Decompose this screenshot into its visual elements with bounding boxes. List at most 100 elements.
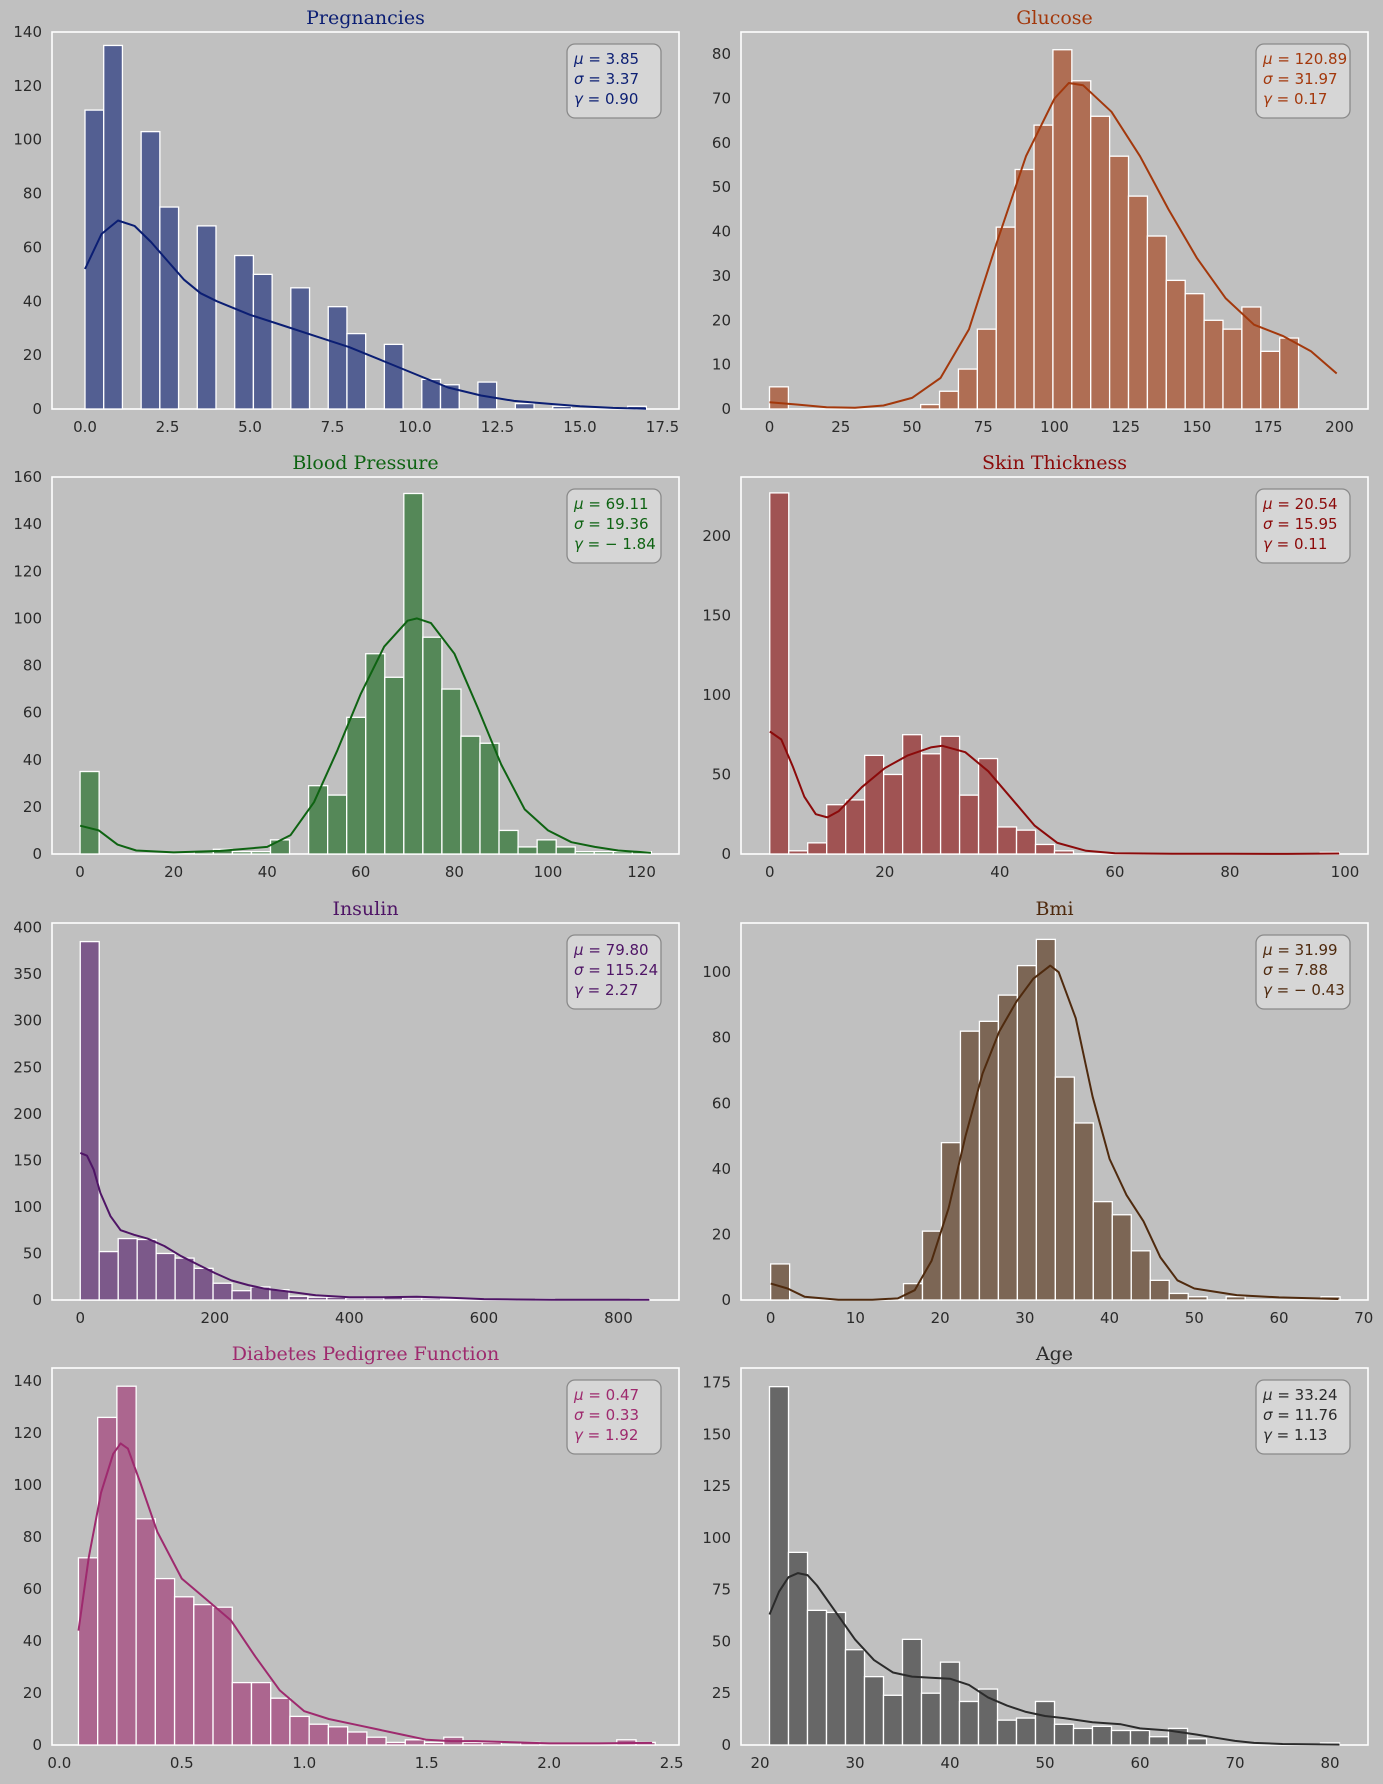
x-tick-label: 2.5 bbox=[660, 1754, 684, 1772]
histogram-bar bbox=[345, 1297, 366, 1301]
x-tick-label: 0.0 bbox=[47, 1754, 71, 1772]
x-tick-label: 600 bbox=[470, 1309, 499, 1327]
histogram-bar bbox=[769, 492, 790, 855]
histogram-bar bbox=[290, 287, 311, 410]
stat-gamma: γ = − 0.43 bbox=[1263, 981, 1345, 999]
x-tick-label: 60 bbox=[1130, 1754, 1149, 1772]
x-tick-label: 25 bbox=[831, 418, 850, 436]
y-tick-label: 0 bbox=[32, 845, 42, 863]
histogram-bar bbox=[517, 846, 538, 855]
histogram-bar bbox=[1184, 293, 1205, 410]
x-tick-label: 2.5 bbox=[156, 418, 180, 436]
stats-box bbox=[1255, 1379, 1351, 1455]
histogram-bar bbox=[1015, 1717, 1037, 1746]
histogram-bar bbox=[845, 799, 866, 855]
x-tick-label: 0 bbox=[75, 863, 85, 881]
kde-curve bbox=[769, 82, 1338, 409]
histogram-bar bbox=[978, 1020, 1000, 1301]
histogram-bar bbox=[997, 994, 1019, 1301]
chart-title: Insulin bbox=[332, 898, 398, 920]
x-tick-label: 60 bbox=[1105, 863, 1124, 881]
histogram-bar bbox=[514, 402, 535, 410]
y-tick-label: 80 bbox=[23, 185, 42, 203]
histogram-bar bbox=[366, 1736, 387, 1746]
histogram-bar bbox=[593, 850, 614, 855]
histogram-bar bbox=[1016, 964, 1038, 1301]
histogram-bar bbox=[788, 850, 809, 855]
histogram-bar bbox=[326, 794, 348, 855]
chart-title: Age bbox=[1035, 1343, 1073, 1365]
histogram-bar bbox=[1148, 1736, 1170, 1746]
histogram-bar bbox=[479, 742, 500, 855]
chart-panel-6: Bmi 0 10 20 30 40 50 60 70 0 20 40 60 80 100 μ = 31.99 σ… bbox=[702, 898, 1373, 1327]
histogram-bar bbox=[1033, 124, 1054, 410]
y-tick-label: 100 bbox=[702, 963, 731, 981]
x-tick-label: 50 bbox=[1035, 1754, 1054, 1772]
x-tick-label: 0.5 bbox=[170, 1754, 194, 1772]
x-tick-label: 0.0 bbox=[73, 418, 97, 436]
y-tick-label: 20 bbox=[712, 311, 731, 329]
y-tick-label: 0 bbox=[32, 1291, 42, 1309]
histogram-bar bbox=[404, 1739, 426, 1746]
histogram-bar bbox=[269, 839, 291, 855]
histogram-bar bbox=[1149, 1279, 1170, 1301]
x-tick-label: 120 bbox=[627, 863, 656, 881]
y-tick-label: 200 bbox=[702, 527, 731, 545]
stat-gamma: γ = 1.92 bbox=[574, 1426, 638, 1444]
kde-curve bbox=[79, 1151, 650, 1301]
histogram-bar bbox=[1092, 1201, 1113, 1301]
histogram-bar bbox=[901, 1638, 923, 1746]
histogram-bar bbox=[439, 384, 460, 410]
y-tick-label: 100 bbox=[702, 1529, 731, 1547]
histogram-bar bbox=[1035, 938, 1056, 1301]
histogram-bar bbox=[212, 1282, 233, 1301]
y-tick-label: 20 bbox=[712, 1225, 731, 1243]
histogram-bar bbox=[920, 403, 941, 410]
histogram-bar bbox=[383, 343, 404, 410]
histogram-bar bbox=[1129, 1729, 1151, 1746]
x-tick-label: 60 bbox=[351, 863, 370, 881]
histogram-bar bbox=[250, 850, 272, 855]
stat-sigma: σ = 3.37 bbox=[574, 70, 639, 88]
x-tick-label: 17.5 bbox=[646, 418, 679, 436]
x-tick-label: 30 bbox=[845, 1754, 864, 1772]
histogram-bar bbox=[307, 785, 329, 855]
histogram-bar bbox=[155, 1252, 176, 1301]
histogram-bar bbox=[117, 1237, 138, 1301]
histogram-bar bbox=[460, 735, 481, 855]
chart-panel-3: Blood Pressure 0 20 40 60 80 100 120 0 20 40 60 80 10… bbox=[13, 452, 680, 881]
x-tick-label: 20 bbox=[875, 863, 894, 881]
y-tick-label: 0 bbox=[721, 1291, 731, 1309]
stats-box bbox=[1255, 934, 1351, 1010]
histogram-bar bbox=[1090, 115, 1111, 410]
histogram-bar bbox=[441, 688, 462, 855]
histogram-bar bbox=[98, 1250, 119, 1301]
histogram-bar bbox=[1186, 1738, 1208, 1746]
x-tick-label: 40 bbox=[990, 863, 1009, 881]
histogram-bar bbox=[996, 826, 1018, 855]
histogram-bar bbox=[1110, 1729, 1132, 1746]
x-tick-label: 10 bbox=[846, 1309, 865, 1327]
histogram-bar bbox=[1111, 1214, 1132, 1301]
histogram-bar bbox=[959, 1030, 981, 1301]
y-tick-label: 20 bbox=[23, 798, 42, 816]
histogram-bar bbox=[768, 386, 790, 410]
y-tick-label: 80 bbox=[712, 45, 731, 63]
histogram-bar bbox=[212, 1606, 233, 1746]
y-tick-label: 50 bbox=[712, 1632, 731, 1650]
kde-curve bbox=[79, 617, 651, 854]
y-tick-label: 25 bbox=[712, 1684, 731, 1702]
stats-box bbox=[566, 43, 662, 119]
histogram-bar bbox=[1052, 49, 1073, 410]
histogram-bar bbox=[938, 390, 960, 410]
stats-box bbox=[566, 1379, 662, 1455]
y-tick-label: 100 bbox=[13, 1198, 42, 1216]
x-tick-label: 100 bbox=[1040, 418, 1069, 436]
histogram-bar bbox=[346, 1731, 368, 1746]
stat-gamma: γ = 2.27 bbox=[574, 981, 638, 999]
x-tick-label: 400 bbox=[335, 1309, 364, 1327]
x-tick-label: 175 bbox=[1254, 418, 1283, 436]
x-tick-label: 5.0 bbox=[238, 418, 262, 436]
histogram-bar bbox=[97, 1416, 118, 1746]
x-tick-label: 30 bbox=[1015, 1309, 1034, 1327]
